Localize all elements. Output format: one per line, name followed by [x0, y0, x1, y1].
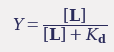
Text: $\mathbf{\mathit{Y}} = \dfrac{[\mathbf{L}]}{[\mathbf{L}] + \mathbf{\mathit{K}}_{: $\mathbf{\mathit{Y}} = \dfrac{[\mathbf{L…: [12, 6, 107, 46]
